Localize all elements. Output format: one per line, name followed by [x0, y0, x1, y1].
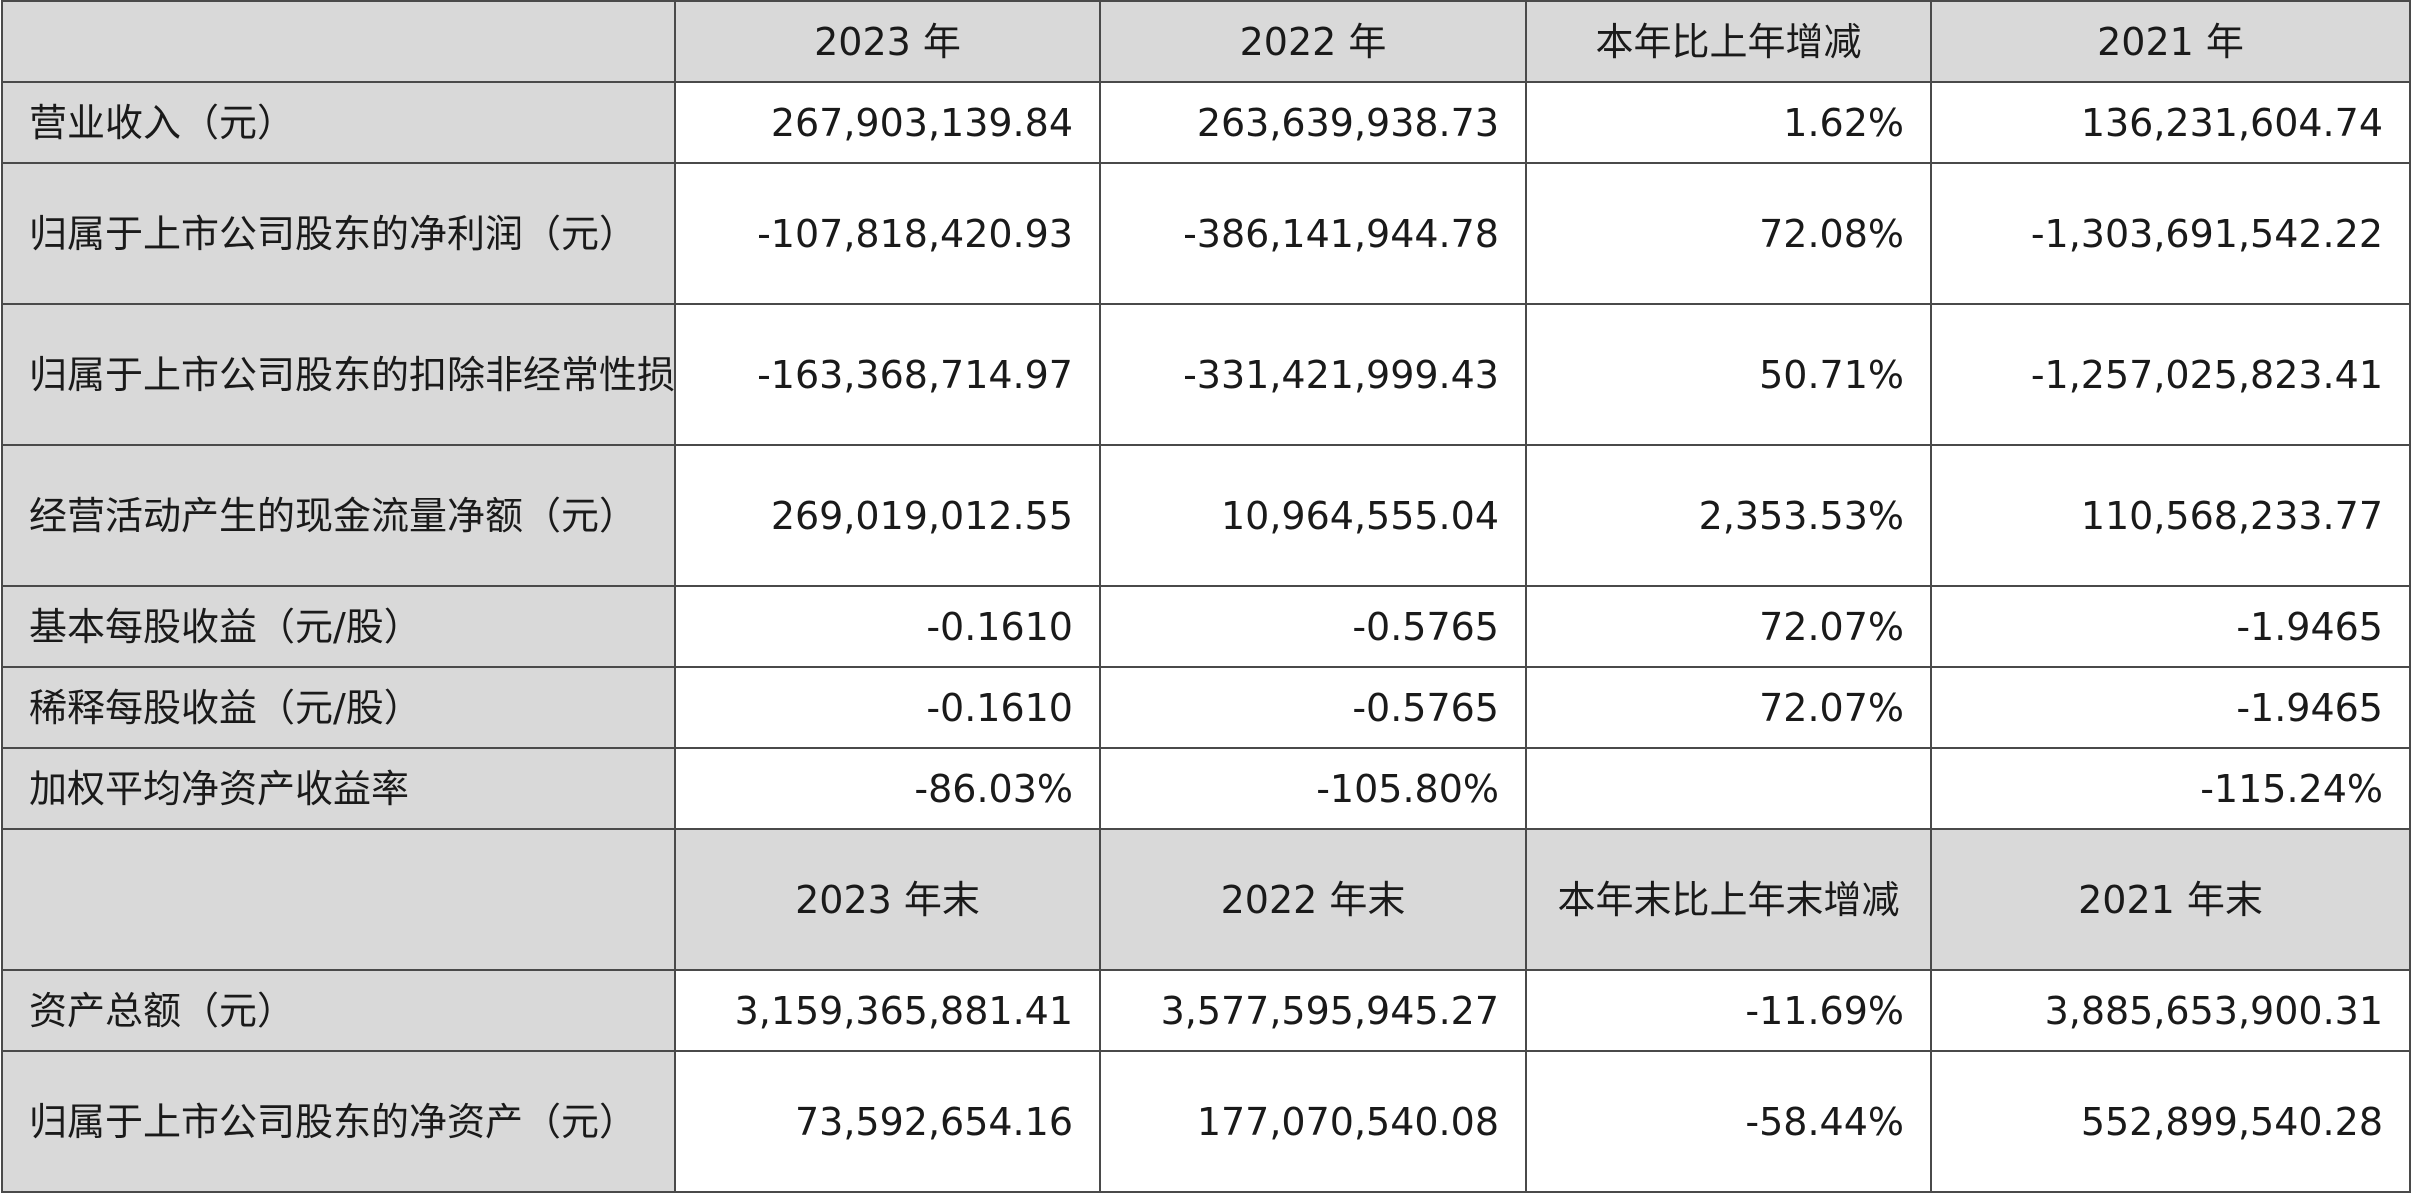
row-label: 营业收入（元）: [1, 81, 676, 164]
value-2023: 269,019,012.55: [674, 444, 1101, 587]
value-change: [1525, 747, 1932, 830]
header-2022-end: 2022 年末: [1099, 828, 1527, 971]
table-row: 归属于上市公司股东的扣除非经常性损益的净利润（元） -163,368,714.9…: [1, 303, 2411, 446]
value-change: 72.07%: [1525, 666, 1932, 749]
header-change: 本年比上年增减: [1525, 0, 1932, 83]
table-row: 归属于上市公司股东的净利润（元） -107,818,420.93 -386,14…: [1, 162, 2411, 305]
value-2021: -115.24%: [1930, 747, 2411, 830]
header-2022: 2022 年: [1099, 0, 1527, 83]
table-row: 营业收入（元） 267,903,139.84 263,639,938.73 1.…: [1, 81, 2411, 164]
table-row: 加权平均净资产收益率 -86.03% -105.80% -115.24%: [1, 747, 2411, 830]
value-change: 72.07%: [1525, 585, 1932, 668]
value-2023: 73,592,654.16: [674, 1050, 1101, 1193]
table-row: 资产总额（元） 3,159,365,881.41 3,577,595,945.2…: [1, 969, 2411, 1052]
value-2022: 263,639,938.73: [1099, 81, 1527, 164]
value-change: -58.44%: [1525, 1050, 1932, 1193]
value-change: -11.69%: [1525, 969, 1932, 1052]
row-label: 经营活动产生的现金流量净额（元）: [1, 444, 676, 587]
value-2023: -0.1610: [674, 666, 1101, 749]
value-change: 2,353.53%: [1525, 444, 1932, 587]
header-2021-end: 2021 年末: [1930, 828, 2411, 971]
value-2022: -105.80%: [1099, 747, 1527, 830]
value-2021: 3,885,653,900.31: [1930, 969, 2411, 1052]
value-2023: 267,903,139.84: [674, 81, 1101, 164]
value-2022: -331,421,999.43: [1099, 303, 1527, 446]
row-label: 归属于上市公司股东的净利润（元）: [1, 162, 676, 305]
row-label: 归属于上市公司股东的净资产（元）: [1, 1050, 676, 1193]
value-2022: 10,964,555.04: [1099, 444, 1527, 587]
value-2023: -0.1610: [674, 585, 1101, 668]
value-2021: -1,303,691,542.22: [1930, 162, 2411, 305]
header-corner: [1, 828, 676, 971]
value-2022: -0.5765: [1099, 666, 1527, 749]
header-2023: 2023 年: [674, 0, 1101, 83]
row-label: 加权平均净资产收益率: [1, 747, 676, 830]
row-label: 资产总额（元）: [1, 969, 676, 1052]
value-2023: -107,818,420.93: [674, 162, 1101, 305]
table-row: 归属于上市公司股东的净资产（元） 73,592,654.16 177,070,5…: [1, 1050, 2411, 1193]
header-row-2: 2023 年末 2022 年末 本年末比上年末增减 2021 年末: [1, 828, 2411, 971]
value-2022: -0.5765: [1099, 585, 1527, 668]
value-change: 72.08%: [1525, 162, 1932, 305]
value-2023: -86.03%: [674, 747, 1101, 830]
row-label: 归属于上市公司股东的扣除非经常性损益的净利润（元）: [1, 303, 676, 446]
value-2022: -386,141,944.78: [1099, 162, 1527, 305]
value-2021: -1.9465: [1930, 666, 2411, 749]
value-2021: -1,257,025,823.41: [1930, 303, 2411, 446]
table-row: 经营活动产生的现金流量净额（元） 269,019,012.55 10,964,5…: [1, 444, 2411, 587]
value-2021: 136,231,604.74: [1930, 81, 2411, 164]
row-label: 稀释每股收益（元/股）: [1, 666, 676, 749]
value-2023: 3,159,365,881.41: [674, 969, 1101, 1052]
header-change-end: 本年末比上年末增减: [1525, 828, 1932, 971]
value-2022: 3,577,595,945.27: [1099, 969, 1527, 1052]
value-change: 50.71%: [1525, 303, 1932, 446]
value-2023: -163,368,714.97: [674, 303, 1101, 446]
header-2021: 2021 年: [1930, 0, 2411, 83]
header-row: 2023 年 2022 年 本年比上年增减 2021 年: [1, 0, 2411, 83]
row-label: 基本每股收益（元/股）: [1, 585, 676, 668]
value-2022: 177,070,540.08: [1099, 1050, 1527, 1193]
value-change: 1.62%: [1525, 81, 1932, 164]
value-2021: 110,568,233.77: [1930, 444, 2411, 587]
header-2023-end: 2023 年末: [674, 828, 1101, 971]
table-row: 稀释每股收益（元/股） -0.1610 -0.5765 72.07% -1.94…: [1, 666, 2411, 749]
value-2021: 552,899,540.28: [1930, 1050, 2411, 1193]
header-corner: [1, 0, 676, 83]
value-2021: -1.9465: [1930, 585, 2411, 668]
table-row: 基本每股收益（元/股） -0.1610 -0.5765 72.07% -1.94…: [1, 585, 2411, 668]
